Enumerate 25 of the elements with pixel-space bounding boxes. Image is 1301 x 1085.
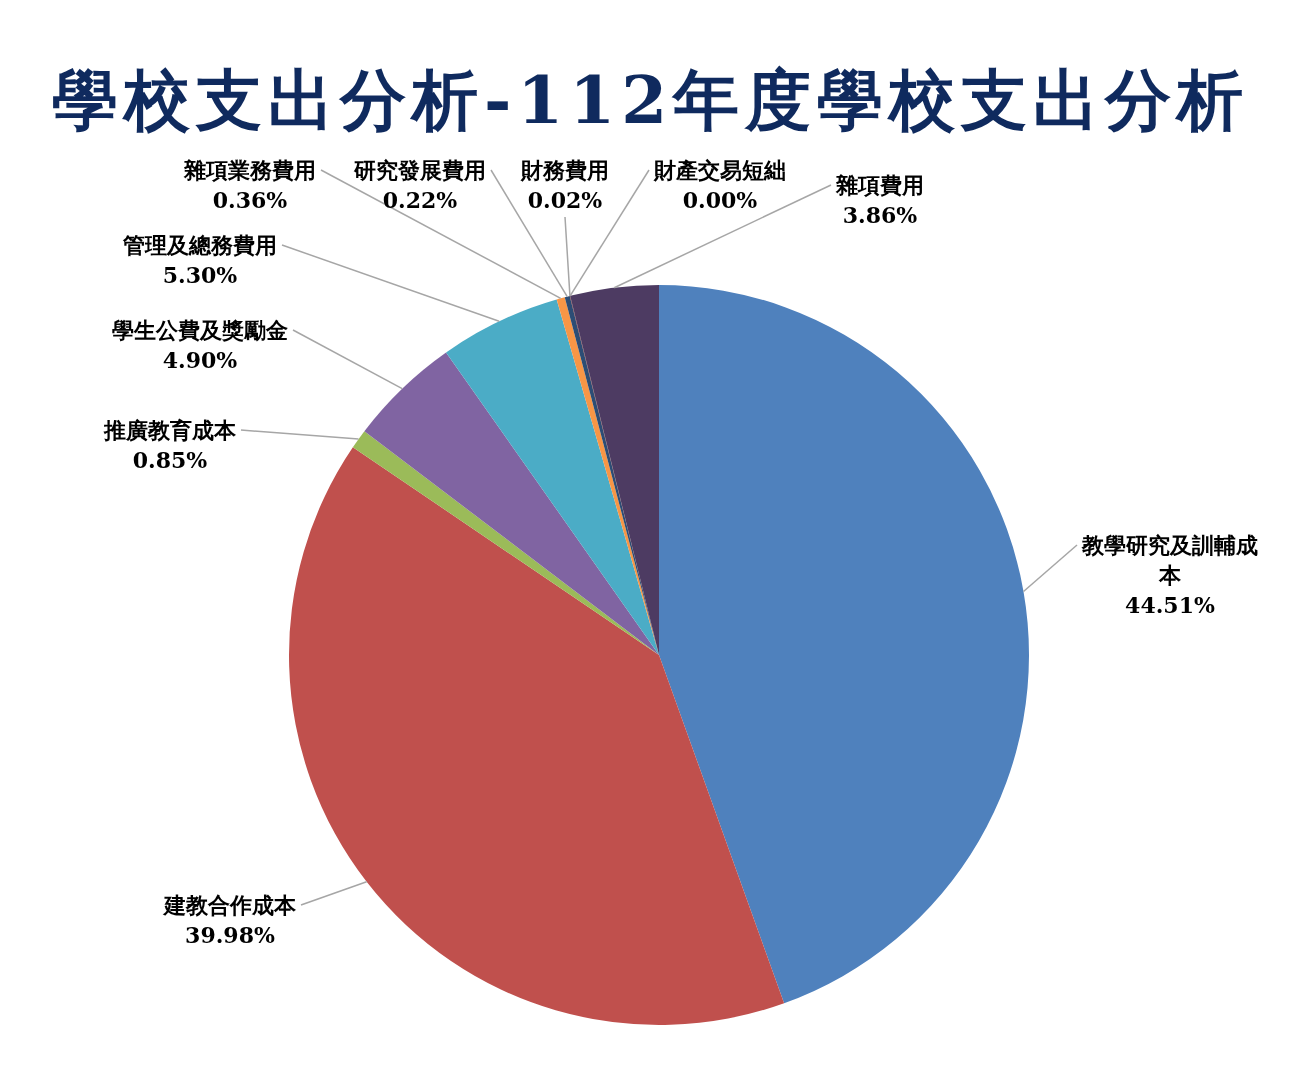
slice-label: 財務費用 — [520, 157, 609, 183]
data-label: 3.86% — [842, 202, 918, 228]
pie-slice — [364, 352, 659, 655]
slice-label: 學生公費及獎勵金 — [112, 317, 288, 343]
chart-title: 學校支出分析-112年度學校支出分析 — [51, 61, 1250, 139]
text: 0.00% — [682, 187, 758, 213]
data-label: 5.30% — [162, 262, 238, 288]
slice-label: 教學研究及訓輔成本 — [1081, 532, 1258, 588]
data-label: 0.22% — [382, 187, 458, 213]
slice-label: 管理及總務費用 — [122, 232, 277, 258]
slice-label: 雜項業務費用 — [183, 157, 316, 183]
data-label: 0.36% — [212, 187, 288, 213]
data-label: 4.90% — [162, 347, 238, 373]
data-label: 39.98% — [185, 922, 275, 948]
slice-label: 推廣教育成本 — [103, 417, 237, 443]
data-label: 44.51% — [1125, 592, 1215, 618]
data-label: 0.02% — [527, 187, 603, 213]
data-label: 0.85% — [132, 447, 208, 473]
slice-label: 雜項費用 — [835, 172, 924, 198]
slice-label: 建教合作成本 — [162, 892, 297, 918]
pie-slice — [352, 431, 659, 655]
pie-slice — [446, 299, 659, 655]
category-label: 財產交易短絀 — [654, 157, 786, 183]
pie-slice — [659, 285, 1029, 1004]
slice-label: 研究發展費用 — [353, 157, 486, 183]
